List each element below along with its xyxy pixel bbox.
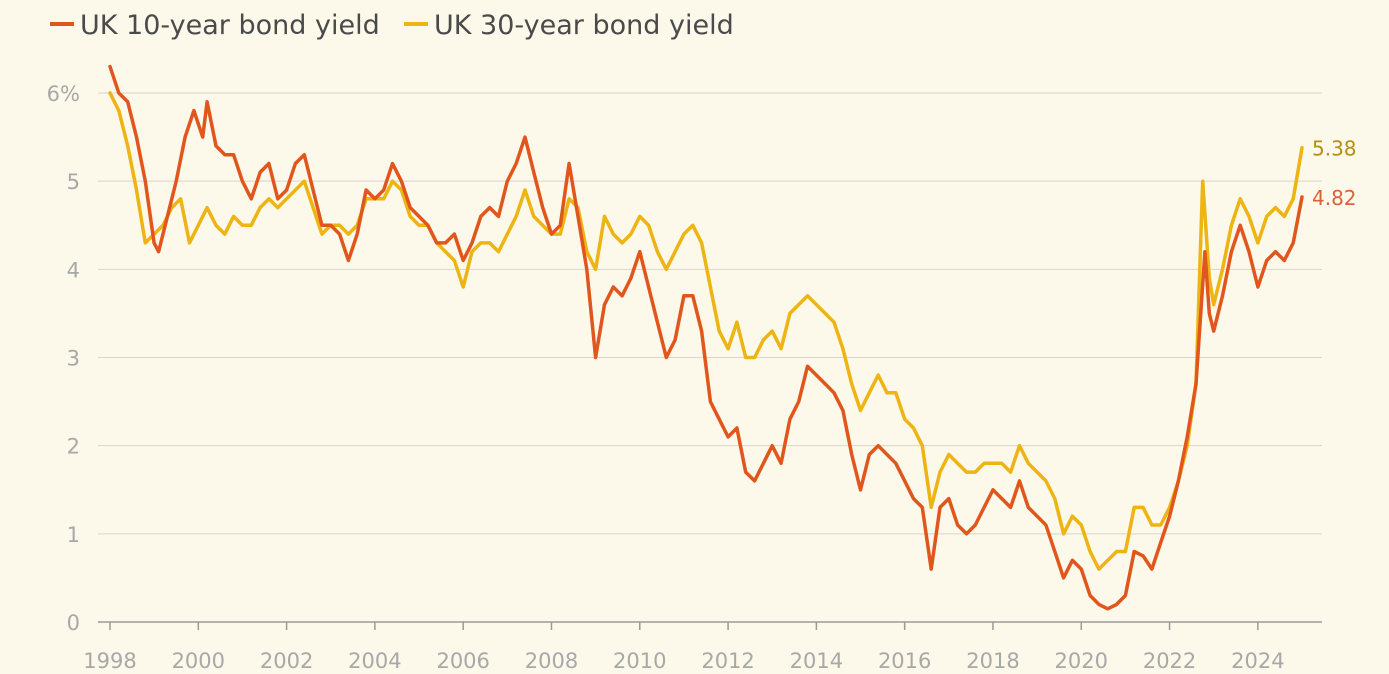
x-tick-label: 2012 — [701, 649, 754, 673]
x-tick-label: 2016 — [878, 649, 931, 673]
legend-label-10-year: UK 10-year bond yield — [80, 10, 380, 41]
y-tick-label: 4 — [67, 258, 80, 282]
x-tick-label: 2000 — [172, 649, 225, 673]
legend: UK 10-year bond yield UK 30-year bond yi… — [50, 10, 734, 41]
y-tick-label: 1 — [67, 523, 80, 547]
series-lines — [108, 64, 1304, 611]
y-tick-label: 5 — [67, 170, 80, 194]
x-tick-label: 2024 — [1231, 649, 1284, 673]
x-tick-label: 2006 — [436, 649, 489, 673]
y-tick-label: 2 — [67, 435, 80, 459]
x-tick-label: 2010 — [613, 649, 666, 673]
x-axis: 1998 2000 2002 2004 2006 2008 2010 2012 2014 2016… — [83, 622, 1285, 673]
y-tick-label: 3 — [67, 347, 80, 371]
x-tick-label: 2008 — [525, 649, 578, 673]
legend-label-30-year: UK 30-year bond yield — [434, 10, 734, 41]
series-line-30-year — [108, 91, 1304, 571]
x-tick-label: 2002 — [260, 649, 313, 673]
x-tick-label: 2018 — [966, 649, 1019, 673]
legend-item-10-year: UK 10-year bond yield — [50, 10, 380, 41]
legend-item-30-year: UK 30-year bond yield — [404, 10, 734, 41]
gridlines — [98, 92, 1322, 623]
x-tick-label: 2022 — [1143, 649, 1196, 673]
y-axis: 0 1 2 3 4 5 6% — [47, 82, 80, 635]
y-tick-label: 6% — [47, 82, 80, 106]
x-tick-label: 2020 — [1055, 649, 1108, 673]
end-label-30-year: 5.38 — [1312, 137, 1357, 161]
x-tick-label: 1998 — [83, 649, 136, 673]
x-tick-label: 2014 — [790, 649, 843, 673]
y-tick-label: 0 — [67, 611, 80, 635]
end-labels: 4.82 5.38 — [1312, 137, 1357, 210]
end-label-10-year: 4.82 — [1312, 186, 1357, 210]
x-tick-label: 2004 — [348, 649, 401, 673]
series-line-10-year — [108, 64, 1304, 611]
